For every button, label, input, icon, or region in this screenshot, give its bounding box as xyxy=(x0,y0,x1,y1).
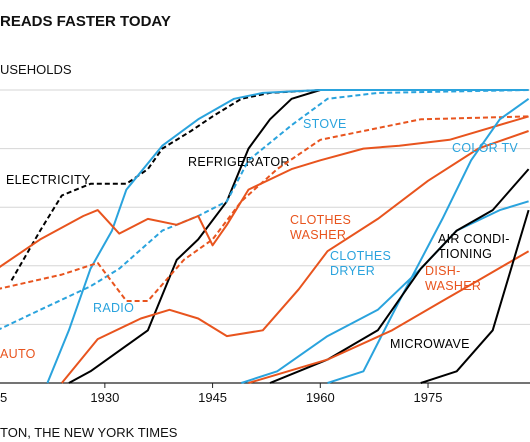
source: TON, THE NEW YORK TIMES xyxy=(0,425,178,440)
x-tick-label: 1975 xyxy=(414,390,443,405)
series-line xyxy=(0,89,529,331)
series-line xyxy=(327,97,530,384)
series-label: RADIO xyxy=(93,301,134,315)
series-line xyxy=(0,115,529,268)
x-tick-label: 1945 xyxy=(198,390,227,405)
series-line xyxy=(46,89,529,384)
series-label: COLOR TV xyxy=(452,141,518,155)
series-label: WASHER xyxy=(425,279,481,293)
series-label: AUTO xyxy=(0,347,36,361)
series-label: WASHER xyxy=(290,228,346,242)
series-label: DRYER xyxy=(330,264,375,278)
series-line xyxy=(240,200,529,384)
series-line xyxy=(248,250,530,384)
x-tick-label: 1960 xyxy=(306,390,335,405)
series-label: CLOTHES xyxy=(330,249,391,263)
chart-title: READS FASTER TODAY xyxy=(0,13,171,30)
series-label: MICROWAVE xyxy=(390,337,470,351)
series-line xyxy=(420,209,530,384)
chart-subtitle: USEHOLDS xyxy=(0,62,72,77)
x-tick-label: 5 xyxy=(0,390,7,405)
x-tick-label: 1930 xyxy=(90,390,119,405)
series-label: TIONING xyxy=(438,247,492,261)
series-label: CLOTHES xyxy=(290,213,351,227)
series-label: REFRIGERATOR xyxy=(188,155,290,169)
series-line xyxy=(0,115,529,302)
series-label: ELECTRICITY xyxy=(6,173,91,187)
series-label: STOVE xyxy=(303,117,347,131)
series-label: DISH- xyxy=(425,264,461,278)
series-line xyxy=(61,130,529,384)
series-label: AIR CONDI- xyxy=(438,232,510,246)
